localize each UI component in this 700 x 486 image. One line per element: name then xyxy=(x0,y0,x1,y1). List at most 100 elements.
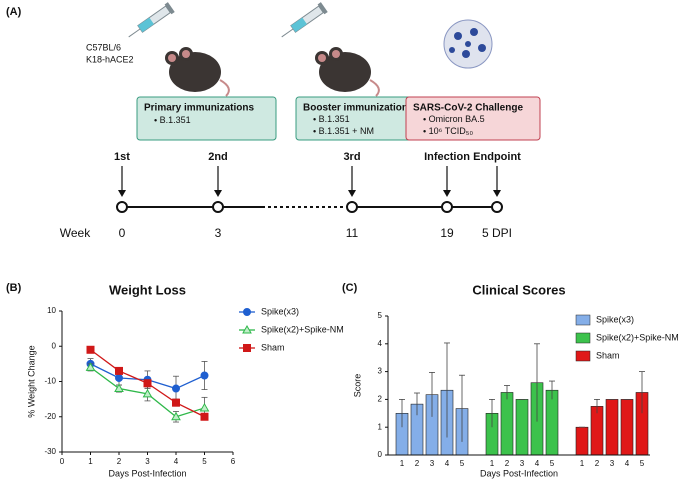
panel-label: (A) xyxy=(6,6,22,18)
y-tick-label: 1 xyxy=(378,422,383,431)
virus-icon xyxy=(443,19,493,69)
bar xyxy=(545,389,559,456)
y-tick-label: -30 xyxy=(44,447,56,456)
y-tick-label: 2 xyxy=(378,395,383,404)
point xyxy=(86,345,95,354)
strain-label: C57BL/6 xyxy=(86,42,121,52)
point xyxy=(200,412,209,421)
week-label: 3 xyxy=(215,226,222,240)
arrow-head xyxy=(118,190,126,197)
x-tick-label: 2 xyxy=(415,459,420,468)
x-tick-label: 3 xyxy=(520,459,525,468)
x-axis-label: Days Post-Infection xyxy=(108,468,186,478)
legend-marker xyxy=(242,324,252,334)
y-axis-label: % Weight Change xyxy=(26,345,36,417)
box-title: Booster immunization xyxy=(303,103,408,114)
bar xyxy=(590,406,604,456)
event-label: 2nd xyxy=(208,151,228,163)
week-label: 19 xyxy=(440,226,454,240)
legend-swatch xyxy=(575,332,591,344)
x-tick-label: 3 xyxy=(145,457,150,466)
x-tick-label: 3 xyxy=(430,459,435,468)
timepoint xyxy=(116,201,128,213)
legend-label: Spike(x3) xyxy=(261,306,299,316)
point xyxy=(143,379,152,388)
point xyxy=(115,373,123,382)
point xyxy=(200,371,209,380)
mouse-icon xyxy=(315,47,380,97)
legend-label: Sham xyxy=(596,350,620,360)
event-label: Infection xyxy=(424,151,470,163)
arrow-head xyxy=(493,190,501,197)
mouse-icon xyxy=(165,47,230,97)
box-item: • Omicron BA.5 xyxy=(423,114,485,124)
x-tick-label: 1 xyxy=(88,457,93,466)
syringe-icon xyxy=(281,2,328,38)
x-tick-label: 5 xyxy=(460,459,465,468)
bar xyxy=(575,426,589,456)
timepoint xyxy=(491,201,503,213)
box-item: • B.1.351 xyxy=(313,114,350,124)
y-tick-label: 0 xyxy=(52,341,57,350)
info-box xyxy=(405,96,541,141)
box-item: • 10⁶ TCID₅₀ xyxy=(423,126,473,136)
x-tick-label: 4 xyxy=(445,459,450,468)
panel-label: (C) xyxy=(342,282,358,294)
event-label: Endpoint xyxy=(473,151,521,163)
timepoint xyxy=(346,201,358,213)
y-tick-label: 5 xyxy=(378,311,383,320)
x-tick-label: 1 xyxy=(490,459,495,468)
week-label: 11 xyxy=(346,226,359,240)
point xyxy=(199,402,210,412)
point xyxy=(171,411,181,421)
legend-marker xyxy=(243,308,251,316)
legend-label: Spike(x2)+Spike-NM xyxy=(261,324,344,334)
x-tick-label: 2 xyxy=(595,459,600,468)
bar xyxy=(500,392,514,456)
y-tick-label: 4 xyxy=(378,339,383,348)
x-tick-label: 3 xyxy=(610,459,615,468)
y-tick-label: 10 xyxy=(47,306,56,315)
box-title: SARS-CoV-2 Challenge xyxy=(413,103,523,114)
timepoint xyxy=(212,201,224,213)
x-tick-label: 5 xyxy=(202,457,207,466)
arrow-head xyxy=(443,190,451,197)
point xyxy=(114,383,124,393)
legend-swatch xyxy=(575,350,591,362)
event-label: 3rd xyxy=(343,151,360,163)
timepoint xyxy=(441,201,453,213)
info-box xyxy=(136,96,277,141)
strain-label: K18-hACE2 xyxy=(86,54,134,64)
x-tick-label: 1 xyxy=(400,459,405,468)
bar xyxy=(605,399,619,456)
box-title: Primary immunizations xyxy=(144,103,254,114)
arrow-head xyxy=(348,190,356,197)
week-label: 5 DPI xyxy=(482,226,512,240)
point xyxy=(85,362,96,371)
bar xyxy=(515,399,529,456)
box-item: • B.1.351 + NM xyxy=(313,126,374,136)
point xyxy=(172,384,180,393)
x-tick-label: 2 xyxy=(117,457,122,466)
y-axis-label: Score xyxy=(352,374,362,398)
legend-label: Sham xyxy=(261,342,285,352)
y-tick-label: -20 xyxy=(44,412,56,421)
x-tick-label: 2 xyxy=(505,459,510,468)
x-tick-label: 4 xyxy=(174,457,179,466)
x-tick-label: 6 xyxy=(231,457,236,466)
y-tick-label: -10 xyxy=(44,377,56,386)
week-axis-label: Week xyxy=(60,226,91,240)
y-tick-label: 3 xyxy=(378,367,383,376)
arrow-head xyxy=(214,190,222,197)
week-label: 0 xyxy=(119,226,126,240)
x-tick-label: 1 xyxy=(580,459,585,468)
x-tick-label: 4 xyxy=(535,459,540,468)
chart-title: Weight Loss xyxy=(109,282,186,297)
panel-label: (B) xyxy=(6,282,22,294)
legend-label: Spike(x2)+Spike-NM xyxy=(596,332,679,342)
x-tick-label: 5 xyxy=(550,459,555,468)
legend-marker xyxy=(243,344,251,352)
y-tick-label: 0 xyxy=(378,450,383,459)
point xyxy=(115,366,123,375)
